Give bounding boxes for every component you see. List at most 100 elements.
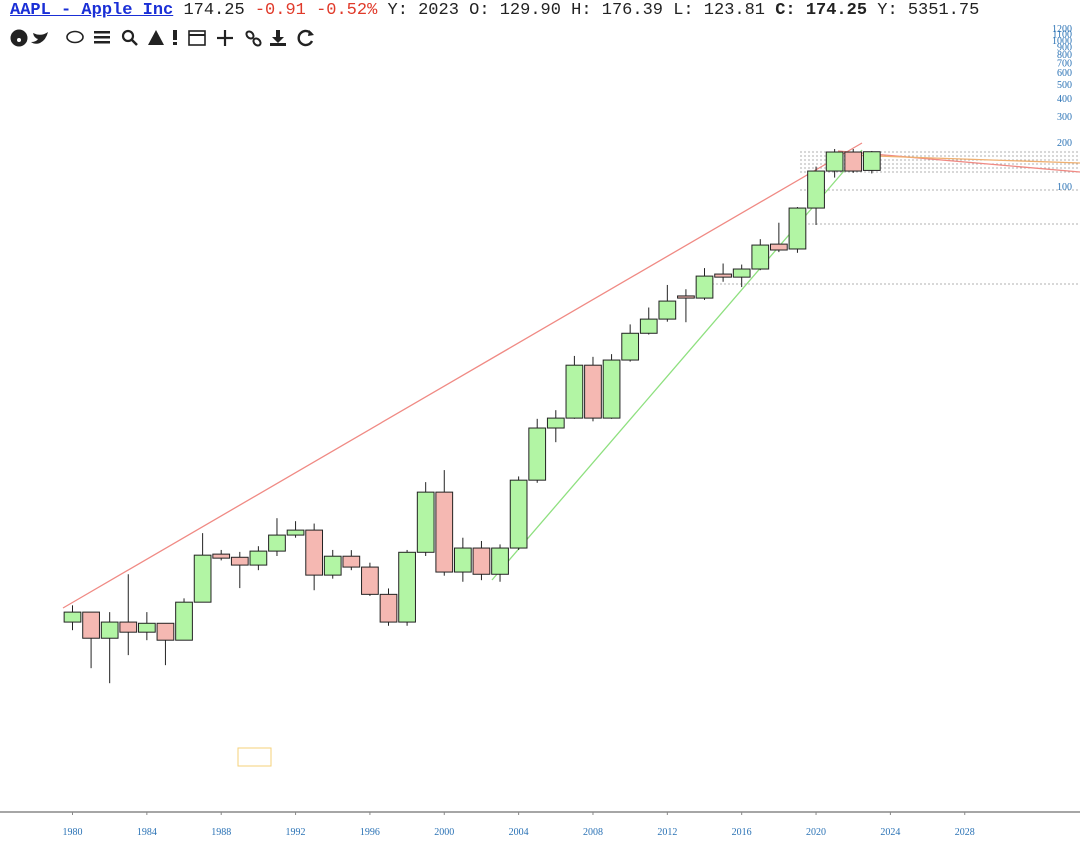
y-tick-label: 1100 [1052,30,1072,41]
alert-icon[interactable] [173,30,177,45]
calendar-icon[interactable] [188,30,206,46]
x-tick-label: 2000 [434,827,454,838]
candle-body [119,621,138,633]
field-label: O: [469,1,490,20]
selection-box [237,747,272,767]
change-pct: -0.52% [316,1,378,20]
price: 174.25 [183,1,245,20]
candle-body [156,622,175,641]
header: AAPL - Apple Inc 174.25 -0.91 -0.52% Y: … [10,1,979,20]
symbol-link[interactable]: AAPL - Apple Inc [10,1,174,20]
candle-body [249,550,268,566]
x-tick-label: 2004 [509,827,529,838]
candle-body [732,268,751,278]
candle-body [565,364,584,419]
candle-body [230,556,249,566]
move-icon[interactable] [217,30,233,46]
candle-body [584,364,602,419]
y-tick-label: 1000 [1052,36,1072,47]
candles [63,148,881,684]
field-label: L: [673,1,694,20]
x-tick-label: 1980 [62,827,82,838]
candle-body [305,529,324,576]
candle-body [268,534,286,552]
candle-body [137,622,156,633]
y-tick-label: 100 [1057,182,1072,193]
candle-body [639,318,658,334]
refresh-icon[interactable] [297,29,314,47]
twitter-icon[interactable] [31,32,48,44]
candle-body [658,300,677,320]
candle-body [416,491,435,553]
change: -0.91 [254,1,306,20]
toolbar [10,29,314,47]
field-value: 123.81 [703,1,766,20]
candle-body [844,151,863,172]
y-tick-label: 400 [1057,94,1072,105]
field-value: 174.25 [805,1,868,20]
candle-body [528,427,547,481]
field-label: Y: [387,1,408,20]
candle-body [472,547,491,575]
x-tick-label: 1992 [286,827,306,838]
candle-body [491,547,509,575]
candle-body [453,547,472,573]
candle-body [769,243,788,251]
y-tick-label: 500 [1057,80,1072,91]
download-icon[interactable] [270,30,286,46]
x-tick-label: 2020 [806,827,826,838]
candle-body [342,555,361,568]
candle-body [546,417,565,429]
field-value: 5351.75 [907,1,980,20]
candle-body [100,621,119,639]
candle-body [175,601,193,641]
list-icon[interactable] [94,31,110,44]
candle-body [677,295,695,299]
x-tick-label: 2012 [657,827,677,838]
field-label: H: [571,1,592,20]
x-tick-label: 1984 [137,827,157,838]
y-tick-label: 300 [1057,112,1072,123]
dashboard-icon[interactable] [10,29,28,47]
field-label: C: [775,1,796,20]
triangle-icon[interactable] [148,30,164,45]
candle-body [398,551,416,623]
x-tick-label: 1996 [360,827,380,838]
candle-body [602,359,621,419]
field-value: 129.90 [499,1,561,20]
x-tick-label: 2024 [880,827,900,838]
candle-body [435,491,454,573]
x-tick-label: 2008 [583,827,603,838]
x-tick-label: 2028 [955,827,975,838]
y-tick-label: 1200 [1052,24,1072,35]
y-tick-label: 700 [1057,58,1072,69]
comment-icon[interactable] [66,30,84,44]
y-tick-label: 800 [1057,50,1072,61]
candle-body [807,170,825,209]
candle-body [361,566,379,595]
candle-body [714,273,732,278]
candle-body [193,554,212,603]
candle-body [825,151,844,172]
candle-body [82,611,100,639]
candle-body [509,479,528,549]
candle-body [212,553,231,559]
x-tick-label: 1988 [211,827,231,838]
candle-body [862,151,881,171]
candle-body [323,555,342,576]
field-label: Y: [877,1,898,20]
link-icon[interactable] [245,30,262,47]
candle-body [286,529,305,536]
candle-body [695,275,714,299]
y-tick-label: 600 [1057,68,1072,79]
candle-body [751,244,770,270]
y-tick-label: 200 [1057,138,1072,149]
field-value: 2023 [418,1,459,20]
y-tick-label: 900 [1057,42,1072,53]
candle-body [63,611,82,623]
candle-body [621,332,640,361]
candle-body [788,207,807,250]
search-icon[interactable] [121,29,138,46]
